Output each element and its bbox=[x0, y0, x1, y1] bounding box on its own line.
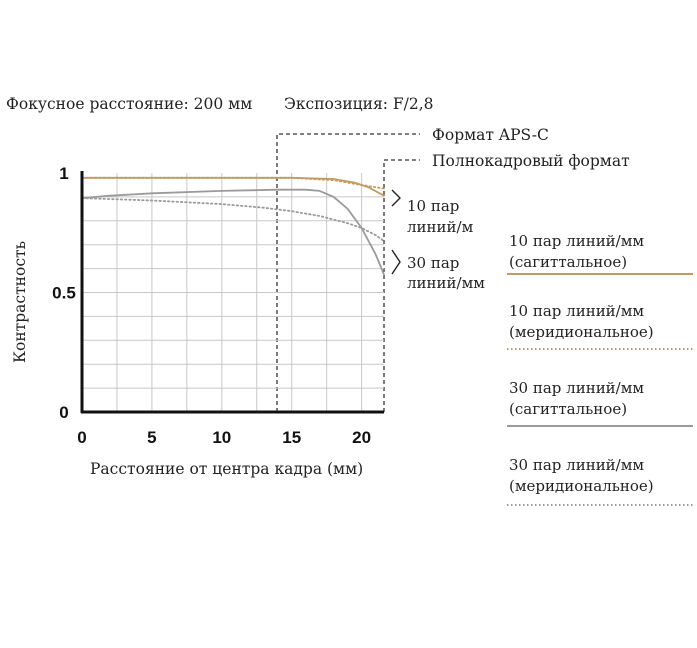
annotation-10-line2: линий/м bbox=[407, 218, 474, 236]
legend-item: 10 пар линий/мм (меридиональное) bbox=[507, 302, 693, 350]
aperture-label: Экспозиция: F/2,8 bbox=[284, 95, 434, 113]
series-line-4 bbox=[81, 197, 385, 242]
curve-group-annotations: 10 пар линий/м 30 пар линий/мм bbox=[391, 189, 485, 292]
x-tick-label: 5 bbox=[147, 428, 156, 447]
annotation-10-line1: 10 пар bbox=[407, 197, 459, 215]
legend: 10 пар линий/мм (сагиттальное) 10 пар ли… bbox=[507, 232, 693, 506]
annotation-30-line2: линий/мм bbox=[407, 274, 485, 292]
format-markers: Формат APS-C Полнокадровый формат bbox=[276, 126, 630, 412]
series-line-1 bbox=[81, 176, 385, 197]
legend-item: 30 пар линий/мм (меридиональное) bbox=[507, 456, 693, 506]
bracket-10-lines bbox=[391, 189, 401, 207]
y-tick-label: 0.5 bbox=[52, 284, 76, 303]
full-frame-boundary-line bbox=[383, 159, 420, 412]
annotation-30-line1: 30 пар bbox=[407, 254, 459, 272]
legend-item-sublabel: (меридиональное) bbox=[509, 477, 654, 495]
full-frame-label: Полнокадровый формат bbox=[432, 152, 630, 170]
x-tick-label: 0 bbox=[77, 428, 86, 447]
grid bbox=[82, 173, 384, 412]
curves bbox=[81, 176, 385, 276]
legend-item-sublabel: (сагиттальное) bbox=[509, 253, 627, 271]
x-axis-label: Расстояние от центра кадра (мм) bbox=[90, 460, 363, 478]
legend-item-label: 30 пар линий/мм bbox=[509, 379, 644, 397]
legend-item-label: 10 пар линий/мм bbox=[509, 302, 644, 320]
legend-item-label: 30 пар линий/мм bbox=[509, 456, 644, 474]
y-tick-label: 1 bbox=[59, 164, 68, 183]
legend-item: 30 пар линий/мм (сагиттальное) bbox=[507, 379, 693, 427]
focal-length-label: Фокусное расстояние: 200 мм bbox=[6, 95, 252, 113]
x-tick-label: 10 bbox=[212, 428, 231, 447]
bracket-30-lines bbox=[391, 249, 401, 275]
legend-item-label: 10 пар линий/мм bbox=[509, 232, 644, 250]
legend-item-sublabel: (сагиттальное) bbox=[509, 400, 627, 418]
series-line-3 bbox=[81, 188, 385, 276]
legend-item-sublabel: (меридиональное) bbox=[509, 323, 654, 341]
aps-c-label: Формат APS-C bbox=[432, 126, 549, 144]
legend-item: 10 пар линий/мм (сагиттальное) bbox=[507, 232, 693, 275]
x-tick-label: 20 bbox=[352, 428, 371, 447]
axes bbox=[80, 171, 384, 414]
x-tick-label: 15 bbox=[282, 428, 301, 447]
tick-labels: 0 5 10 15 20 0 0.5 1 bbox=[52, 164, 371, 447]
y-axis-label: Контрастность bbox=[11, 241, 29, 363]
y-tick-label: 0 bbox=[59, 403, 68, 422]
series-line-2 bbox=[81, 176, 385, 190]
aps-c-boundary-line bbox=[276, 133, 420, 412]
